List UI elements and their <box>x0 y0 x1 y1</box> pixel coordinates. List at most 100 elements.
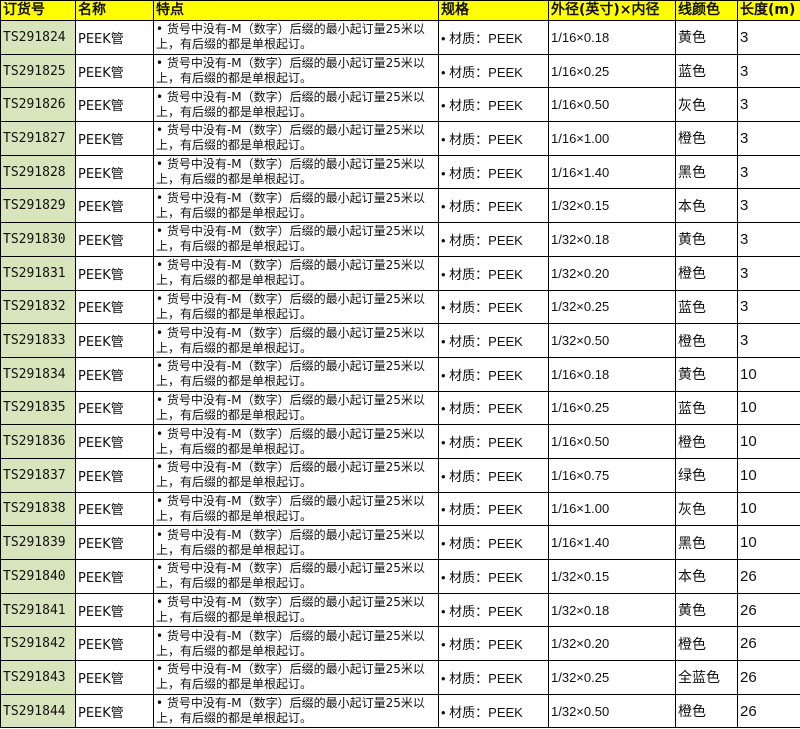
spec-cell: • 材质：PEEK <box>438 559 549 594</box>
order-no-cell: TS291833 <box>0 323 76 358</box>
table-row: TS291826 PEEK管 • 货号中没有-M（数字）后缀的最小起订量25米以上，… <box>0 87 800 123</box>
name-cell: PEEK管 <box>75 222 154 257</box>
feature-cell: • 货号中没有-M（数字）后缀的最小起订量25米以上，有后缀的都是单根起订。 <box>153 559 439 594</box>
spec-cell: • 材质：PEEK <box>438 626 549 662</box>
feature-cell: • 货号中没有-M（数字）后缀的最小起订量25米以上，有后缀的都是单根起订。 <box>153 255 439 291</box>
color-cell: 灰色 <box>675 87 738 123</box>
spec-cell: • 材质：PEEK <box>438 53 549 89</box>
spec-cell: • 材质：PEEK <box>438 255 549 291</box>
color-cell: 全蓝色 <box>675 660 738 695</box>
order-no-cell: TS291831 <box>0 255 76 291</box>
dimension-cell: 1/32×0.15 <box>548 559 676 594</box>
feature-cell: • 货号中没有-M（数字）后缀的最小起订量25米以上，有后缀的都是单根起订。 <box>153 188 439 224</box>
name-cell: PEEK管 <box>75 356 154 392</box>
feature-cell: • 货号中没有-M（数字）后缀的最小起订量25米以上，有后缀的都是单根起订。 <box>153 626 439 662</box>
feature-cell: • 货号中没有-M（数字）后缀的最小起订量25米以上，有后缀的都是单根起订。 <box>153 154 439 190</box>
dimension-cell: 1/16×0.18 <box>548 356 676 392</box>
dimension-cell: 1/32×0.15 <box>548 188 676 224</box>
order-no-cell: TS291829 <box>0 188 76 224</box>
color-cell: 橙色 <box>675 255 738 291</box>
header-length: 长度(m) <box>737 0 800 21</box>
table-row: TS291831 PEEK管 • 货号中没有-M（数字）后缀的最小起订量25米以上，… <box>0 255 800 291</box>
order-no-cell: TS291838 <box>0 491 76 527</box>
length-cell: 3 <box>737 222 800 257</box>
name-cell: PEEK管 <box>75 188 154 224</box>
name-cell: PEEK管 <box>75 390 154 426</box>
dimension-cell: 1/16×0.50 <box>548 424 676 459</box>
table-row: TS291840 PEEK管 • 货号中没有-M（数字）后缀的最小起订量25米以上，… <box>0 559 800 594</box>
name-cell: PEEK管 <box>75 255 154 291</box>
dimension-cell: 1/32×0.50 <box>548 323 676 358</box>
color-cell: 本色 <box>675 188 738 224</box>
length-cell: 26 <box>737 693 800 729</box>
feature-cell: • 货号中没有-M（数字）后缀的最小起订量25米以上，有后缀的都是单根起订。 <box>153 53 439 89</box>
order-no-cell: TS291835 <box>0 390 76 426</box>
color-cell: 黄色 <box>675 592 738 628</box>
dimension-cell: 1/16×0.25 <box>548 390 676 426</box>
length-cell: 3 <box>737 289 800 325</box>
table-row: TS291827 PEEK管 • 货号中没有-M（数字）后缀的最小起订量25米以上，… <box>0 121 800 156</box>
order-no-cell: TS291827 <box>0 121 76 156</box>
order-no-cell: TS291842 <box>0 626 76 662</box>
color-cell: 橙色 <box>675 626 738 662</box>
header-name: 名称 <box>75 0 154 21</box>
spec-cell: • 材质：PEEK <box>438 222 549 257</box>
length-cell: 10 <box>737 390 800 426</box>
table-row: TS291841 PEEK管 • 货号中没有-M（数字）后缀的最小起订量25米以上，… <box>0 592 800 628</box>
dimension-cell: 1/32×0.25 <box>548 660 676 695</box>
table-row: TS291833 PEEK管 • 货号中没有-M（数字）后缀的最小起订量25米以上，… <box>0 323 800 358</box>
name-cell: PEEK管 <box>75 660 154 695</box>
dimension-cell: 1/32×0.20 <box>548 626 676 662</box>
header-row: 订货号 名称 特点 规格 外径(英寸)×内径 线颜色 长度(m) <box>0 0 800 21</box>
spec-cell: • 材质：PEEK <box>438 592 549 628</box>
feature-cell: • 货号中没有-M（数字）后缀的最小起订量25米以上，有后缀的都是单根起订。 <box>153 289 439 325</box>
name-cell: PEEK管 <box>75 121 154 156</box>
order-no-cell: TS291837 <box>0 457 76 493</box>
dimension-cell: 1/32×0.20 <box>548 255 676 291</box>
spec-cell: • 材质：PEEK <box>438 289 549 325</box>
color-cell: 黄色 <box>675 20 738 55</box>
table-row: TS291844 PEEK管 • 货号中没有-M（数字）后缀的最小起订量25米以上，… <box>0 693 800 729</box>
length-cell: 3 <box>737 87 800 123</box>
color-cell: 绿色 <box>675 457 738 493</box>
dimension-cell: 1/16×1.00 <box>548 491 676 527</box>
table-row: TS291837 PEEK管 • 货号中没有-M（数字）后缀的最小起订量25米以上，… <box>0 457 800 493</box>
dimension-cell: 1/32×0.50 <box>548 693 676 729</box>
color-cell: 橙色 <box>675 693 738 729</box>
length-cell: 26 <box>737 626 800 662</box>
color-cell: 蓝色 <box>675 390 738 426</box>
spec-cell: • 材质：PEEK <box>438 457 549 493</box>
order-no-cell: TS291830 <box>0 222 76 257</box>
color-cell: 黑色 <box>675 154 738 190</box>
header-color: 线颜色 <box>675 0 738 21</box>
name-cell: PEEK管 <box>75 20 154 55</box>
length-cell: 3 <box>737 53 800 89</box>
length-cell: 10 <box>737 491 800 527</box>
spec-cell: • 材质：PEEK <box>438 20 549 55</box>
name-cell: PEEK管 <box>75 491 154 527</box>
color-cell: 橙色 <box>675 323 738 358</box>
header-feature: 特点 <box>153 0 439 21</box>
name-cell: PEEK管 <box>75 457 154 493</box>
length-cell: 10 <box>737 525 800 560</box>
feature-cell: • 货号中没有-M（数字）后缀的最小起订量25米以上，有后缀的都是单根起订。 <box>153 20 439 55</box>
name-cell: PEEK管 <box>75 559 154 594</box>
feature-cell: • 货号中没有-M（数字）后缀的最小起订量25米以上，有后缀的都是单根起订。 <box>153 660 439 695</box>
length-cell: 26 <box>737 559 800 594</box>
table-row: TS291842 PEEK管 • 货号中没有-M（数字）后缀的最小起订量25米以上，… <box>0 626 800 662</box>
table-row: TS291843 PEEK管 • 货号中没有-M（数字）后缀的最小起订量25米以上，… <box>0 660 800 695</box>
color-cell: 橙色 <box>675 121 738 156</box>
length-cell: 10 <box>737 424 800 459</box>
color-cell: 黄色 <box>675 222 738 257</box>
order-no-cell: TS291824 <box>0 20 76 55</box>
name-cell: PEEK管 <box>75 693 154 729</box>
color-cell: 蓝色 <box>675 289 738 325</box>
table-row: TS291830 PEEK管 • 货号中没有-M（数字）后缀的最小起订量25米以上，… <box>0 222 800 257</box>
length-cell: 3 <box>737 188 800 224</box>
spec-cell: • 材质：PEEK <box>438 424 549 459</box>
spec-cell: • 材质：PEEK <box>438 356 549 392</box>
header-dimension: 外径(英寸)×内径 <box>548 0 676 21</box>
dimension-cell: 1/32×0.18 <box>548 222 676 257</box>
length-cell: 26 <box>737 592 800 628</box>
